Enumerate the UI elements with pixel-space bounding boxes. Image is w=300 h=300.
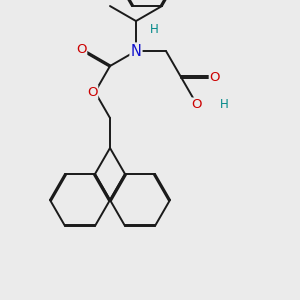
Text: O: O xyxy=(87,85,97,98)
Text: N: N xyxy=(130,44,141,59)
Text: O: O xyxy=(192,98,202,112)
Text: O: O xyxy=(210,70,220,83)
Text: H: H xyxy=(220,98,228,112)
Text: O: O xyxy=(76,43,86,56)
Text: H: H xyxy=(150,22,158,35)
